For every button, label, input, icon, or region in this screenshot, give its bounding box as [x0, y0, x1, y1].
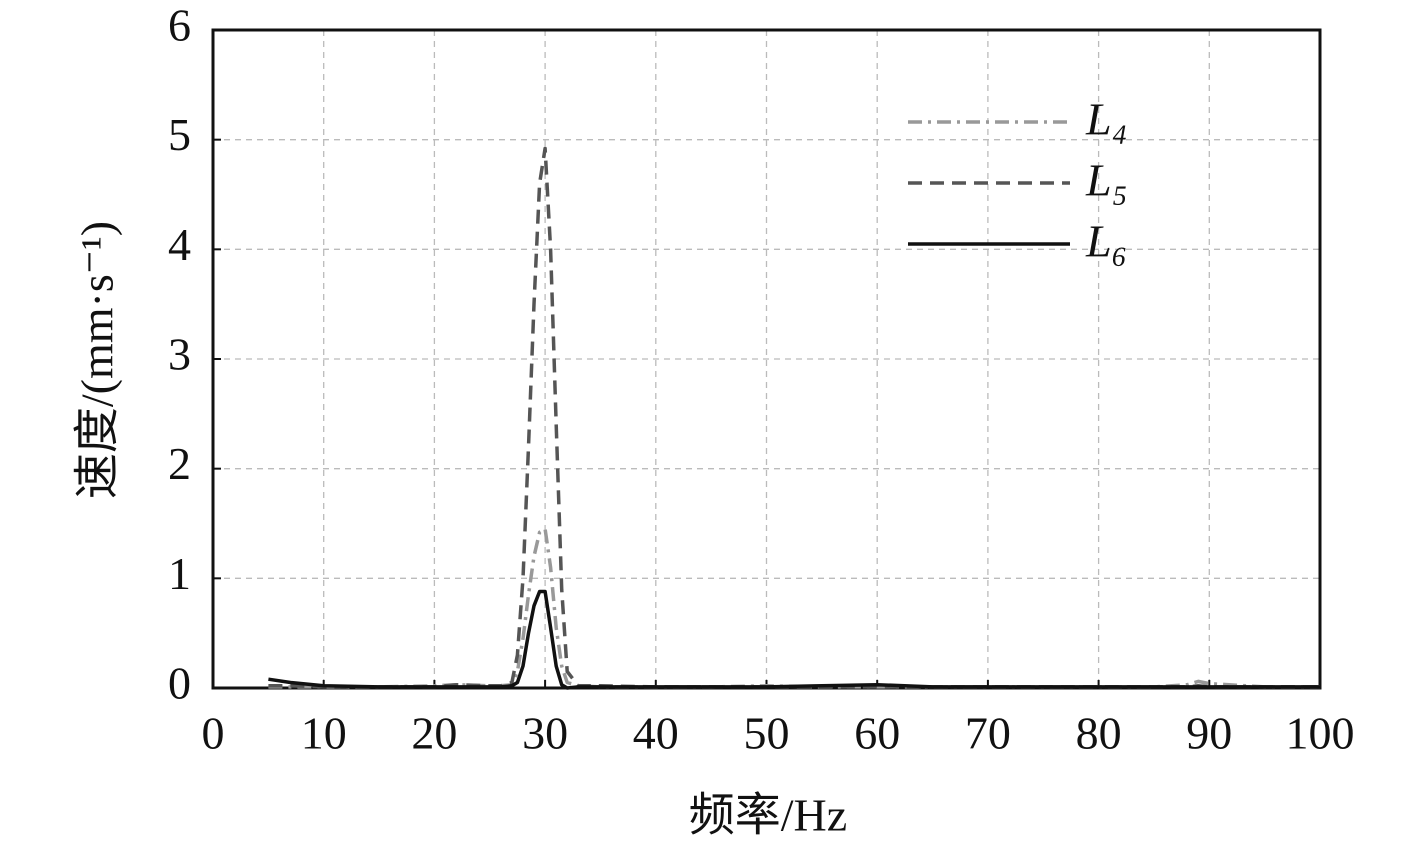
- legend-label: L₅: [1085, 155, 1128, 206]
- y-axis-title: 速度/(mm·s⁻¹): [72, 221, 123, 499]
- series-line: [268, 589, 1320, 690]
- y-tick-label: 3: [168, 329, 191, 380]
- x-tick-label: 50: [744, 708, 790, 759]
- y-tick-label: 5: [168, 109, 191, 160]
- y-tick-label: 2: [168, 438, 191, 489]
- x-tick-label: 30: [522, 708, 568, 759]
- x-tick-label: 90: [1186, 708, 1232, 759]
- legend-label: L₆: [1085, 216, 1128, 267]
- y-tick-label: 4: [168, 219, 191, 270]
- x-axis-title: 频率/Hz: [689, 790, 847, 841]
- x-tick-label: 70: [965, 708, 1011, 759]
- x-tick-label: 20: [411, 708, 457, 759]
- series-line: [268, 146, 1320, 689]
- x-tick-label: 100: [1286, 708, 1355, 759]
- y-tick-label: 0: [168, 658, 191, 709]
- x-tick-label: 80: [1076, 708, 1122, 759]
- y-tick-label: 6: [168, 0, 191, 51]
- legend-label: L₄: [1085, 94, 1128, 145]
- series-line: [268, 527, 1320, 689]
- x-tick-label: 60: [854, 708, 900, 759]
- x-tick-label: 0: [202, 708, 225, 759]
- x-tick-label: 10: [301, 708, 347, 759]
- x-tick-label: 40: [633, 708, 679, 759]
- y-tick-label: 1: [168, 548, 191, 599]
